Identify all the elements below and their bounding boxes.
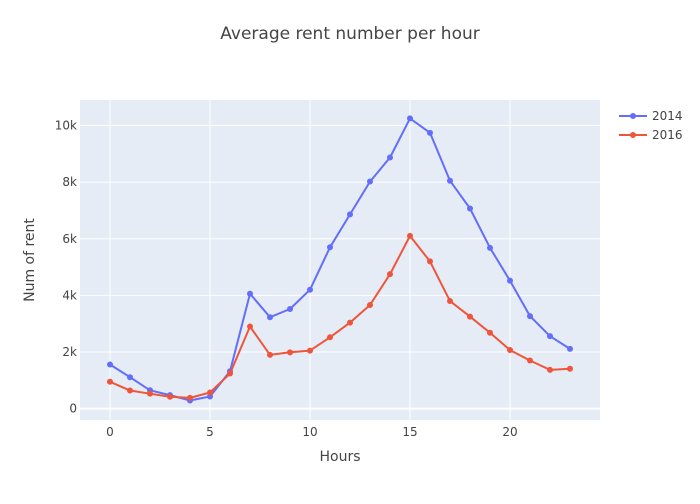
x-tick-label: 20 xyxy=(502,425,517,439)
x-tick-label: 0 xyxy=(106,425,114,439)
data-point-2014[interactable] xyxy=(127,374,133,381)
data-point-2014[interactable] xyxy=(487,244,493,251)
data-point-2016[interactable] xyxy=(327,334,333,341)
data-point-2016[interactable] xyxy=(147,390,153,397)
y-tick-label: 0 xyxy=(69,402,77,416)
data-point-2016[interactable] xyxy=(187,394,193,401)
data-point-2014[interactable] xyxy=(267,314,273,321)
legend-marker xyxy=(630,113,636,119)
data-point-2016[interactable] xyxy=(467,313,473,320)
data-point-2014[interactable] xyxy=(527,313,533,320)
data-point-2014[interactable] xyxy=(447,177,453,184)
x-tick-label: 15 xyxy=(402,425,417,439)
data-point-2016[interactable] xyxy=(127,387,133,394)
data-point-2014[interactable] xyxy=(247,290,253,297)
y-tick-label: 10k xyxy=(55,118,77,132)
data-point-2016[interactable] xyxy=(347,319,353,326)
y-tick-label: 6k xyxy=(62,232,77,246)
plot-area-background xyxy=(80,100,600,420)
data-point-2014[interactable] xyxy=(327,244,333,251)
grid-lines xyxy=(80,100,600,420)
series-layer xyxy=(107,115,573,404)
data-point-2016[interactable] xyxy=(527,357,533,364)
data-point-2016[interactable] xyxy=(387,271,393,278)
legend-marker xyxy=(630,132,636,138)
legend-item-2016[interactable]: 2016 xyxy=(619,128,683,142)
data-point-2016[interactable] xyxy=(267,351,273,358)
y-tick-label: 2k xyxy=(62,345,77,359)
y-tick-label: 4k xyxy=(62,288,77,302)
data-point-2014[interactable] xyxy=(467,205,473,212)
data-point-2014[interactable] xyxy=(347,211,353,218)
data-point-2016[interactable] xyxy=(307,347,313,354)
data-point-2014[interactable] xyxy=(567,345,573,352)
data-point-2014[interactable] xyxy=(547,333,553,340)
data-point-2014[interactable] xyxy=(367,178,373,185)
data-point-2014[interactable] xyxy=(507,277,513,284)
y-axis-title: Num of rent xyxy=(22,218,38,302)
series-line-2016 xyxy=(109,234,571,399)
legend-label: 2016 xyxy=(652,128,683,142)
data-point-2016[interactable] xyxy=(427,258,433,265)
legend-label: 2014 xyxy=(652,109,683,123)
data-point-2016[interactable] xyxy=(107,378,113,385)
data-point-2016[interactable] xyxy=(567,365,573,372)
data-point-2016[interactable] xyxy=(227,370,233,377)
data-point-2016[interactable] xyxy=(207,389,213,396)
data-point-2016[interactable] xyxy=(167,393,173,400)
data-point-2014[interactable] xyxy=(387,154,393,161)
data-point-2014[interactable] xyxy=(107,361,113,368)
data-point-2016[interactable] xyxy=(367,302,373,309)
series-2016 xyxy=(107,232,573,401)
x-axis-title: Hours xyxy=(319,449,360,465)
legend-item-2014[interactable]: 2014 xyxy=(619,109,683,123)
data-point-2016[interactable] xyxy=(447,298,453,305)
series-line-2014 xyxy=(109,117,571,402)
x-tick-label: 5 xyxy=(206,425,214,439)
data-point-2016[interactable] xyxy=(507,347,513,354)
data-point-2014[interactable] xyxy=(307,286,313,293)
data-point-2014[interactable] xyxy=(427,129,433,136)
data-point-2016[interactable] xyxy=(247,323,253,330)
legend: 2014 2016 xyxy=(619,109,683,142)
y-tick-label: 8k xyxy=(62,175,77,189)
data-point-2014[interactable] xyxy=(407,115,413,122)
data-point-2016[interactable] xyxy=(287,349,293,356)
chart-title: Average rent number per hour xyxy=(220,24,479,44)
axis-ticks: 0 5 10 15 20 0 2k 4k 6k 8k 10k xyxy=(55,118,518,439)
data-point-2016[interactable] xyxy=(487,329,493,336)
data-point-2014[interactable] xyxy=(287,305,293,312)
x-tick-label: 10 xyxy=(302,425,317,439)
data-point-2016[interactable] xyxy=(407,232,413,239)
data-point-2016[interactable] xyxy=(547,366,553,373)
